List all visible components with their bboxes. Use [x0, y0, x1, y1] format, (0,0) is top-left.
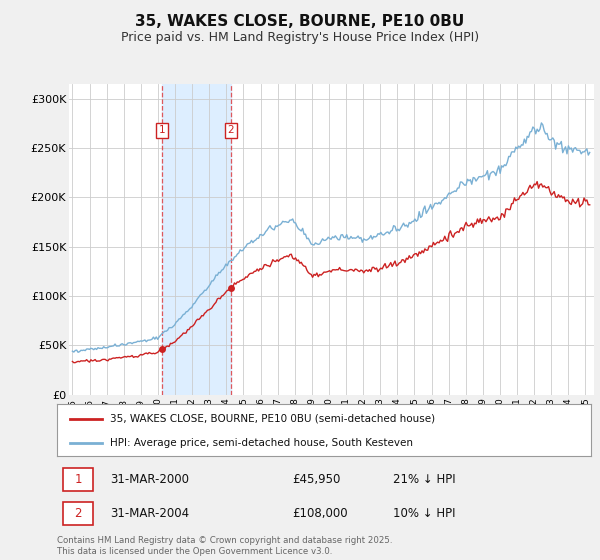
FancyBboxPatch shape — [64, 502, 93, 525]
Text: 2: 2 — [74, 507, 82, 520]
Text: 2: 2 — [227, 125, 234, 136]
Text: Contains HM Land Registry data © Crown copyright and database right 2025.
This d: Contains HM Land Registry data © Crown c… — [57, 536, 392, 556]
Text: 35, WAKES CLOSE, BOURNE, PE10 0BU (semi-detached house): 35, WAKES CLOSE, BOURNE, PE10 0BU (semi-… — [110, 414, 436, 424]
Text: 1: 1 — [159, 125, 166, 136]
Text: 10% ↓ HPI: 10% ↓ HPI — [394, 507, 456, 520]
Text: 35, WAKES CLOSE, BOURNE, PE10 0BU: 35, WAKES CLOSE, BOURNE, PE10 0BU — [136, 14, 464, 29]
Text: HPI: Average price, semi-detached house, South Kesteven: HPI: Average price, semi-detached house,… — [110, 438, 413, 449]
Text: £45,950: £45,950 — [292, 473, 340, 486]
Text: £108,000: £108,000 — [292, 507, 347, 520]
Text: Price paid vs. HM Land Registry's House Price Index (HPI): Price paid vs. HM Land Registry's House … — [121, 31, 479, 44]
Bar — [162, 84, 230, 395]
Text: 31-MAR-2000: 31-MAR-2000 — [110, 473, 190, 486]
FancyBboxPatch shape — [64, 468, 93, 491]
Text: 21% ↓ HPI: 21% ↓ HPI — [394, 473, 456, 486]
Text: 31-MAR-2004: 31-MAR-2004 — [110, 507, 190, 520]
Text: 1: 1 — [74, 473, 82, 486]
